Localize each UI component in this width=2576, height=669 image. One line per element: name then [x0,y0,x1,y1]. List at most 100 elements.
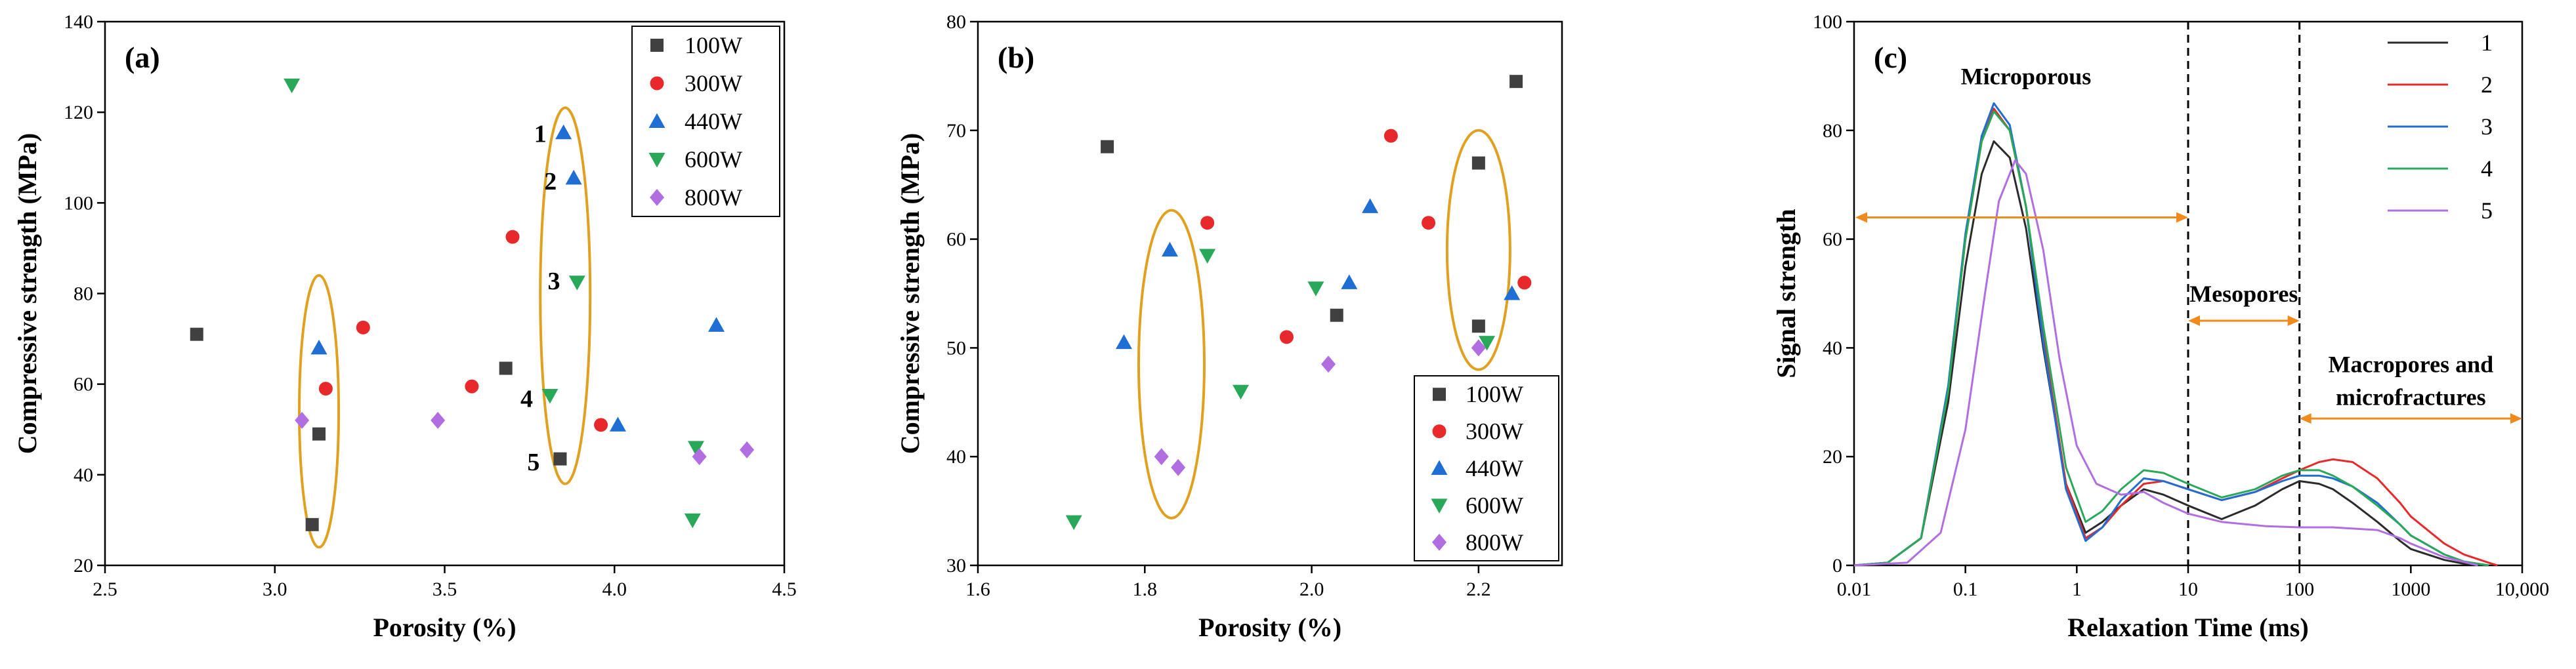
y-tick-label: 80 [946,11,966,33]
data-point [684,513,701,529]
region-label-microfractures: microfractures [2336,384,2486,410]
y-tick-label: 70 [946,120,966,142]
legend-marker [1431,460,1448,475]
highlight-ellipse [298,274,341,549]
data-point [565,169,582,185]
y-tick-label: 140 [64,11,93,33]
y-tick-label: 100 [1813,11,1842,33]
data-point [1341,274,1358,289]
x-tick-label: 0.01 [1837,578,1872,600]
y-axis-label: Compressive strength (MPa) [895,133,925,455]
legend-entry-label: 100W [685,32,742,58]
data-point [1330,308,1343,322]
data-point [692,448,707,466]
highlight-ellipse [1445,129,1511,371]
x-tick-label: 1000 [2391,578,2430,600]
legend-marker [648,113,665,128]
x-tick-label: 1.6 [965,578,990,600]
legend-marker [1433,388,1446,401]
data-point [190,327,203,341]
data-point [1307,281,1324,296]
legend-marker [1431,498,1448,514]
x-tick-label: 4.0 [602,578,627,600]
data-point [305,517,319,531]
data-point [1065,515,1082,531]
panel-b-scatter: 30 40 50 60 70 80 1.6 1.8 2.0 2.2 Porosity (%) Comp… [895,11,1563,642]
legend-entry-label: 440W [1466,455,1523,481]
sample-number-label: 5 [527,449,539,476]
data-point [318,382,333,396]
data-point [555,124,572,140]
data-point [1101,140,1114,153]
y-tick-label: 100 [64,192,93,214]
data-point [594,418,608,432]
y-tick-label: 60 [1823,229,1842,251]
data-point [1116,334,1132,350]
legend-entry-label: 4 [2481,155,2493,182]
data-point [1479,336,1496,351]
data-point [312,427,326,441]
data-point [1504,285,1521,300]
legend-marker [1432,533,1446,551]
panel-label: (c) [1874,41,1907,74]
data-point [1321,355,1336,373]
series-line [1853,110,2489,567]
x-tick-label: 10,000 [2495,578,2550,600]
y-tick-label: 20 [1823,446,1842,468]
y-tick-label: 40 [1823,337,1842,359]
data-point [568,275,585,291]
legend-entry-label: 600W [1466,492,1523,518]
legend-entry-label: 600W [685,146,742,172]
series-line [1853,108,2498,567]
sample-number-label: 4 [520,385,533,413]
x-tick-label: 10 [2178,578,2198,600]
data-point [295,411,310,429]
data-point [1154,448,1169,466]
region-label-macropores: Macropores and [2328,352,2493,378]
x-tick-label: 1 [2072,578,2082,600]
data-point [1200,216,1215,230]
y-tick-label: 30 [946,555,966,577]
legend-entry-label: 300W [1466,418,1523,445]
data-point [1471,339,1486,357]
microporous-range-arrow-head [1855,212,1867,223]
legend-entry-label: 2 [2481,71,2493,98]
data-point [499,361,513,375]
macropores-range-arrow-head [2510,413,2522,424]
x-tick-label: 2.5 [93,578,117,600]
y-axis-label: Compressive strength (MPa) [12,133,42,455]
data-point [1422,216,1436,230]
legend-entry-label: 1 [2481,30,2493,56]
y-tick-label: 0 [1832,555,1842,577]
legend-marker [650,189,664,206]
panel-a-scatter: 20 40 60 80 100 120 140 2.5 3.0 3.5 4.0 4.5 Porosity… [12,11,797,642]
x-tick-label: 100 [2285,578,2314,600]
x-tick-label: 3.0 [263,578,287,600]
data-point [1233,384,1249,400]
y-tick-label: 20 [74,555,93,577]
y-tick-label: 40 [74,464,93,486]
data-point [1510,75,1523,89]
data-point [505,230,520,244]
x-tick-label: 2.0 [1299,578,1324,600]
data-point [1362,198,1379,213]
region-label-microporous: Microporous [1961,63,2092,89]
data-point [1171,458,1186,476]
data-point [687,441,704,456]
x-axis-label: Porosity (%) [1198,613,1341,642]
data-point [356,320,370,334]
mesopores-range-arrow-head [2188,315,2200,326]
microporous-range-arrow-head [2176,212,2188,223]
data-point [708,317,725,332]
series-line [1853,140,2489,567]
x-tick-label: 1.8 [1133,578,1158,600]
panel-label: (a) [125,41,160,74]
data-point [1279,330,1294,344]
legend-entry-label: 800W [685,184,742,211]
legend-entry-label: 100W [1466,381,1523,407]
x-tick-label: 3.5 [433,578,457,600]
legend-marker [650,39,664,52]
data-point [1471,156,1485,170]
x-tick-label: 4.5 [772,578,797,600]
